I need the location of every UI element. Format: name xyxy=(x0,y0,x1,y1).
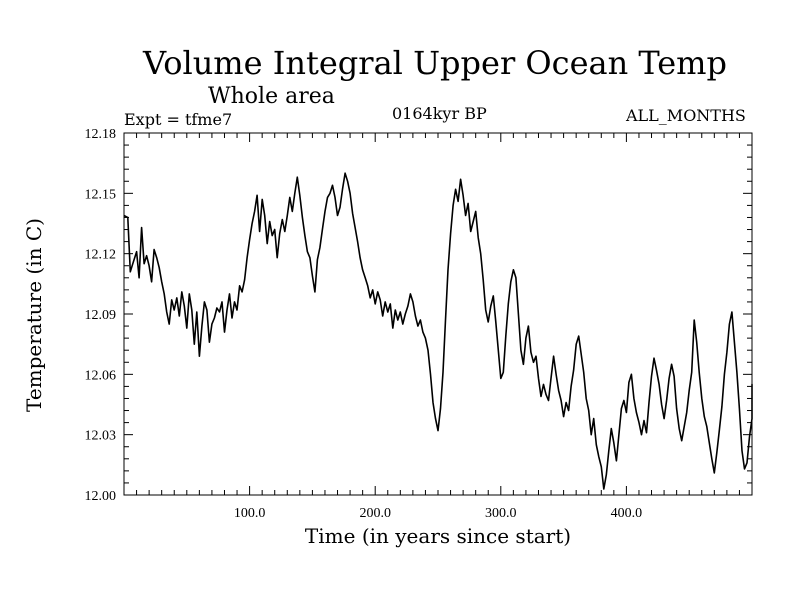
x-tick-label: 400.0 xyxy=(611,506,643,521)
period-label: 0164kyr BP xyxy=(392,104,487,123)
x-tick-label: 100.0 xyxy=(234,506,266,521)
axis-ticks xyxy=(124,133,752,495)
experiment-label: Expt = tfme7 xyxy=(124,110,233,129)
y-tick-label: 12.03 xyxy=(85,429,117,444)
y-tick-label: 12.15 xyxy=(85,187,117,202)
y-axis-label: Temperature (in C) xyxy=(22,218,46,412)
y-tick-label: 12.06 xyxy=(85,368,117,383)
chart-subtitle: Whole area xyxy=(208,84,335,109)
x-tick-label: 300.0 xyxy=(485,506,517,521)
x-axis-label: Time (in years since start) xyxy=(304,524,572,548)
y-tick-label: 12.18 xyxy=(85,127,117,142)
y-tick-label: 12.12 xyxy=(85,248,117,263)
y-tick-label: 12.09 xyxy=(85,308,117,323)
chart-title: Volume Integral Upper Ocean Temp xyxy=(143,44,727,82)
series-line xyxy=(123,172,753,490)
plot-frame xyxy=(123,132,753,496)
months-label: ALL_MONTHS xyxy=(626,106,746,125)
y-tick-label: 12.00 xyxy=(85,489,117,504)
tick-labels: 100.0 200.0 300.0 400.0 12.00 12.03 12.06 12.09… xyxy=(85,127,643,521)
x-tick-label: 200.0 xyxy=(359,506,391,521)
